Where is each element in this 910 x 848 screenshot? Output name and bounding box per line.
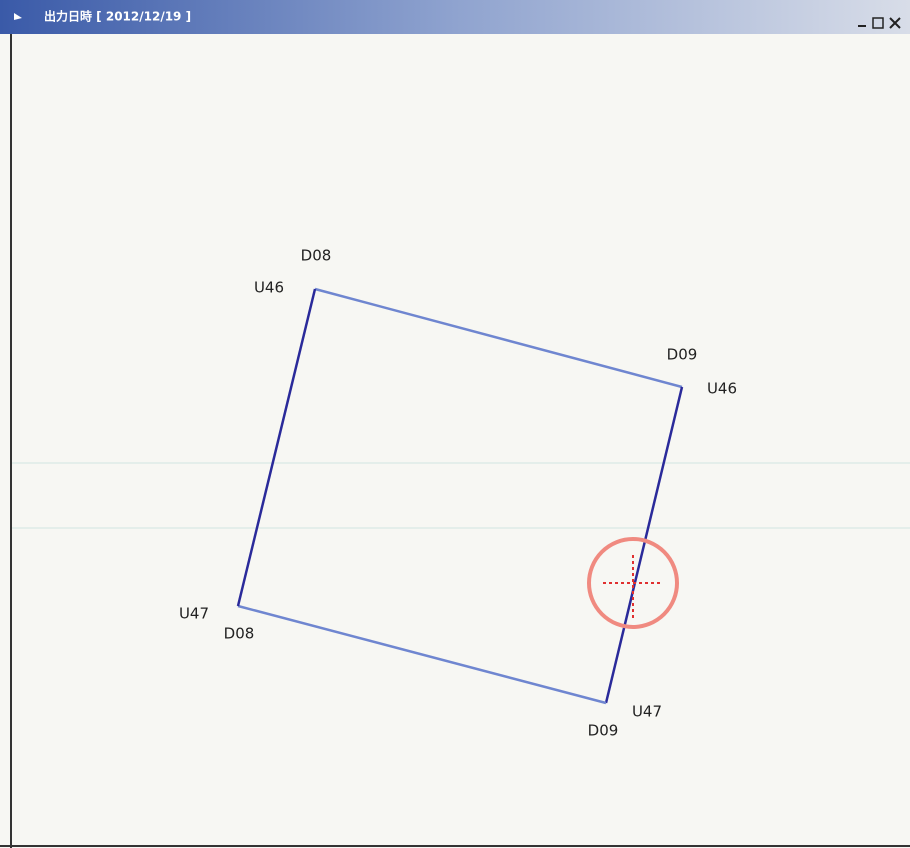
corner-label: D08	[301, 247, 332, 265]
maximize-button[interactable]	[872, 17, 884, 29]
corner-label: U47	[179, 605, 209, 623]
edge	[314, 287, 683, 389]
shape	[236, 287, 684, 705]
target-circle	[587, 537, 679, 629]
corner-label: D09	[588, 722, 619, 740]
window-buttons[interactable]	[858, 17, 901, 29]
close-button[interactable]	[889, 17, 901, 29]
window-icon	[14, 13, 22, 20]
corner-label: D09	[667, 346, 698, 364]
window-title: 出力日時 [ 2012/12/19 ]	[44, 9, 191, 24]
edge	[237, 604, 607, 705]
corner-label: U47	[632, 703, 662, 721]
corner-label: D08	[224, 625, 255, 643]
marker	[587, 537, 679, 629]
edge	[236, 288, 317, 607]
title-bar	[0, 0, 910, 34]
edge	[604, 386, 684, 704]
corner-label: U46	[707, 380, 737, 398]
corner-label: U46	[254, 279, 284, 297]
